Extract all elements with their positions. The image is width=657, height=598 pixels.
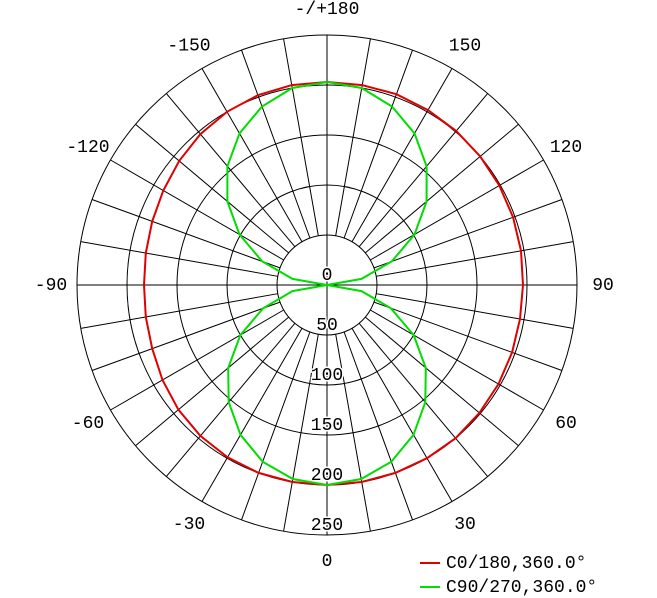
radial-line [80,293,278,329]
radial-line [135,123,290,254]
radial-line [358,322,489,477]
radial-line [110,309,284,411]
radial-line [165,322,296,477]
radial-line [373,301,563,371]
radial-line [343,331,413,521]
radial-line [135,316,290,447]
legend-label: C0/180,360.0° [446,554,586,574]
r-tick-label: 100 [311,366,343,386]
radial-line [201,68,303,242]
radial-line [91,301,281,371]
theta-tick-label: -120 [66,138,109,158]
radial-line [283,38,319,236]
radial-line [110,159,284,261]
radial-line [343,49,413,239]
radial-line [201,328,303,502]
r-tick-label: 250 [311,516,343,536]
radial-line [364,316,519,447]
radial-line [165,93,296,248]
theta-tick-label: 90 [592,276,614,296]
legend-label: C90/270,360.0° [446,578,597,598]
theta-tick-label: 120 [550,138,582,158]
theta-tick-label: 150 [449,37,481,57]
radial-line [364,123,519,254]
theta-tick-label: 30 [454,515,476,535]
radial-line [241,331,311,521]
radial-line [370,159,544,261]
theta-tick-label: 60 [555,414,577,434]
r-tick-label: 200 [311,466,343,486]
theta-tick-label: -30 [173,515,205,535]
r-tick-label: 150 [311,416,343,436]
radial-line [376,293,574,329]
series-line [226,81,428,487]
radial-line [80,241,278,277]
r-tick-label: 50 [316,316,338,336]
theta-tick-label: -/+180 [295,0,360,20]
radial-line [370,309,544,411]
radial-line [91,199,281,269]
radial-line [241,49,311,239]
radial-line [351,328,453,502]
radial-line [373,199,563,269]
theta-tick-label: -150 [167,37,210,57]
radial-line [358,93,489,248]
radial-line [351,68,453,242]
radial-line [376,241,574,277]
r-tick-label: 0 [322,266,333,286]
theta-tick-label: -90 [35,276,67,296]
radial-line [283,334,319,532]
radial-line [335,38,371,236]
theta-tick-label: -60 [72,414,104,434]
theta-tick-label: 0 [322,552,333,572]
radial-line [335,334,371,532]
